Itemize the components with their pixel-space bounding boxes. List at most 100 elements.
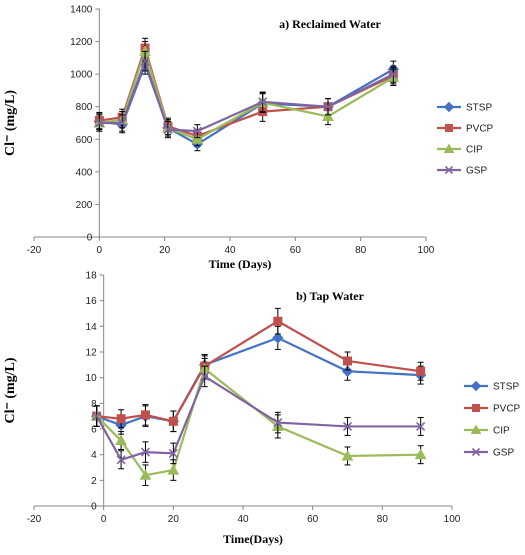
y-tick-label: 16 <box>86 296 98 307</box>
x-tick-label: -20 <box>27 514 42 525</box>
series-cip <box>90 357 427 486</box>
y-tick-label: 12 <box>86 348 98 359</box>
x-tick-label: 40 <box>237 514 249 525</box>
data-point <box>140 447 151 457</box>
y-tick-label: 1200 <box>70 37 93 48</box>
data-point <box>272 332 284 344</box>
data-point <box>414 448 427 460</box>
legend-item-stsp: STSP <box>464 380 519 393</box>
y-tick-label: 400 <box>76 167 93 178</box>
data-point <box>191 133 204 144</box>
data-point <box>341 365 354 377</box>
y-axis-title: Cl⁻ (mg/L) <box>3 90 18 156</box>
chart-panel-2: -20 0 20 40 60 80 100 0 2 4 6 8 10 12 14 16 18 Time(Days)… <box>3 271 521 547</box>
data-point <box>115 434 127 446</box>
data-point <box>416 421 426 431</box>
x-tick-label: 100 <box>444 514 461 525</box>
y-tick-label: 10 <box>86 373 98 384</box>
data-point <box>322 110 334 121</box>
data-point <box>167 464 180 475</box>
x-tick-label: 40 <box>224 245 236 256</box>
data-point <box>273 316 283 326</box>
y-tick-label: 14 <box>86 322 98 333</box>
y-tick-label: 800 <box>76 102 93 113</box>
series-gsp <box>94 50 398 139</box>
legend: STSP PVCP CIP GSP <box>437 101 494 177</box>
y-tick-label: 0 <box>87 233 93 244</box>
legend-label: CIP <box>466 145 483 156</box>
x-tick-label: 100 <box>418 245 435 256</box>
data-point <box>139 469 152 480</box>
y-tick-label: 1000 <box>70 70 93 81</box>
legend-item-pvcp: PVCP <box>464 404 521 415</box>
x-tick-label: 0 <box>97 245 103 256</box>
data-point <box>416 366 426 376</box>
x-tick-label: 80 <box>355 245 367 256</box>
data-point <box>168 448 178 458</box>
legend: STSP PVCP CIP GSP <box>464 380 521 459</box>
series-line <box>99 57 394 133</box>
series-line <box>99 47 394 141</box>
y-tick-label: 4 <box>91 450 97 461</box>
legend-label: GSP <box>493 448 514 459</box>
legend-marker <box>445 124 453 132</box>
data-point <box>116 455 126 465</box>
x-tick-label: 0 <box>101 514 107 525</box>
data-point <box>117 118 127 128</box>
data-point <box>343 356 352 366</box>
data-point <box>92 411 102 421</box>
data-point <box>341 449 354 461</box>
data-point <box>342 421 353 431</box>
legend-item-pvcp: PVCP <box>437 124 494 135</box>
legend-label: PVCP <box>466 124 494 135</box>
series-pvcp <box>92 307 426 433</box>
y-tick-label: 2 <box>91 476 97 487</box>
legend-label: PVCP <box>493 404 521 415</box>
data-point <box>323 102 333 112</box>
x-tick-label: 80 <box>377 514 389 525</box>
data-point <box>168 416 178 426</box>
y-tick-label: 0 <box>91 502 97 513</box>
data-point <box>140 56 150 66</box>
x-tick-label: 20 <box>168 514 180 525</box>
data-point <box>388 69 398 79</box>
chart-panel-1: -20 0 20 40 60 80 1000200400600800100012001400… <box>3 5 494 272</box>
x-tick-label: 20 <box>159 245 171 256</box>
x-tick-label: -20 <box>27 245 42 256</box>
y-axis-title: Cl⁻ (mg/L) <box>3 357 18 423</box>
legend-label: GSP <box>466 166 487 177</box>
legend-item-gsp: GSP <box>437 166 487 177</box>
y-tick-label: 200 <box>76 200 93 211</box>
data-point <box>163 124 173 135</box>
legend-label: STSP <box>493 382 519 393</box>
legend-marker <box>471 447 481 457</box>
y-tick-label: 600 <box>76 135 93 146</box>
y-tick-label: 6 <box>91 425 97 436</box>
data-point <box>140 410 150 420</box>
legend-item-cip: CIP <box>464 424 510 437</box>
legend-marker <box>472 404 480 412</box>
series-line <box>95 366 421 477</box>
legend-marker <box>443 143 455 153</box>
x-tick-label: 60 <box>290 245 302 256</box>
legend-item-stsp: STSP <box>437 101 492 114</box>
legend-marker <box>470 380 482 392</box>
y-tick-label: 8 <box>91 399 97 410</box>
data-point <box>273 418 283 428</box>
legend-label: STSP <box>466 103 492 114</box>
data-point <box>94 118 104 128</box>
series-gsp <box>92 365 426 470</box>
y-tick-label: 1400 <box>70 5 93 16</box>
x-axis-title: Time (Days) <box>209 257 272 271</box>
data-point <box>116 414 126 424</box>
legend-marker <box>470 424 482 434</box>
x-axis-title: Time(Days) <box>223 532 283 546</box>
legend-label: CIP <box>493 426 510 437</box>
series-line <box>95 374 421 462</box>
legend-item-gsp: GSP <box>464 448 514 459</box>
data-point <box>258 97 268 107</box>
chart-title: a) Reclaimed Water <box>279 17 381 31</box>
legend-marker <box>444 165 454 175</box>
